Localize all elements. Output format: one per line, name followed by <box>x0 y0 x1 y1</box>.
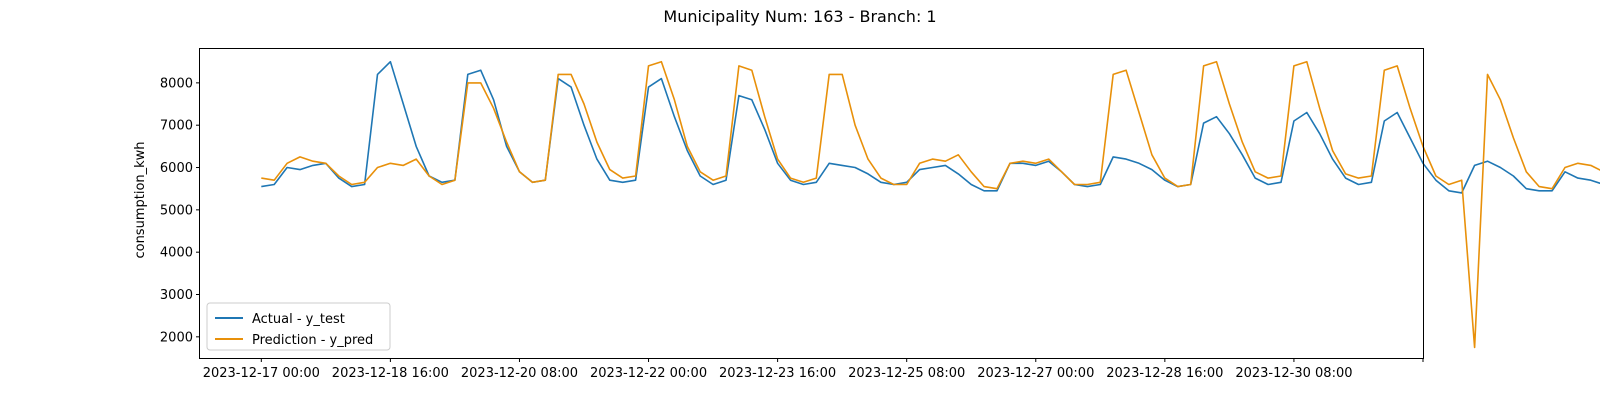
y-tick-label: 4000 <box>160 246 193 261</box>
x-tick-label: 2023-12-18 16:00 <box>332 366 449 381</box>
legend-label: Actual - y_test <box>252 312 345 327</box>
x-tick-label: 2023-12-20 08:00 <box>461 366 578 381</box>
legend-label: Prediction - y_pred <box>252 333 373 348</box>
y-tick-label: 5000 <box>160 203 193 218</box>
x-tick-label: 2023-12-23 16:00 <box>719 366 836 381</box>
x-tick-label: 2023-12-27 00:00 <box>977 366 1094 381</box>
chart-title: Municipality Num: 163 - Branch: 1 <box>663 7 936 26</box>
y-tick-label: 3000 <box>160 288 193 303</box>
x-tick-label: 2023-12-25 08:00 <box>848 366 965 381</box>
plot-frame <box>199 48 1424 359</box>
series-line-0 <box>261 60 1600 194</box>
x-tick-label: 2023-12-28 16:00 <box>1106 366 1223 381</box>
series-layer <box>261 60 1600 349</box>
tick-layer: 2023-12-17 00:00 2023-12-18 16:00 2023-12-… <box>160 76 1424 381</box>
y-tick-label: 2000 <box>160 330 193 345</box>
y-axis-label: consumption_kwh <box>133 141 148 258</box>
x-tick-label: 2023-12-22 00:00 <box>590 366 707 381</box>
legend: Actual - y_test Prediction - y_pred <box>206 302 391 351</box>
x-tick-label: 2023-12-17 00:00 <box>203 366 320 381</box>
legend-box <box>206 302 391 351</box>
y-tick-label: 7000 <box>160 119 193 134</box>
series-line-1 <box>261 60 1600 349</box>
y-tick-label: 8000 <box>160 76 193 91</box>
y-tick-label: 6000 <box>160 161 193 176</box>
x-tick-label: 2023-12-30 08:00 <box>1235 366 1352 381</box>
